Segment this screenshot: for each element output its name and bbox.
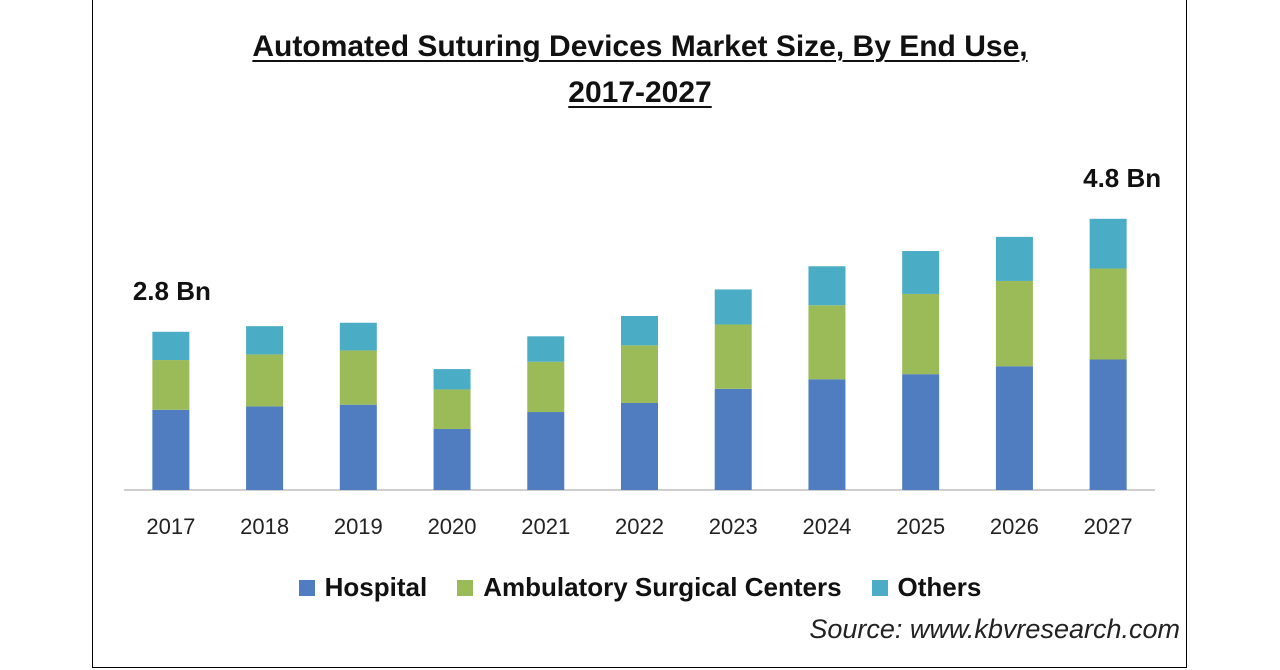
bar-2019-others [339,322,377,351]
bar-2020-others [433,369,471,390]
x-tick-label-2017: 2017 [146,514,195,539]
legend-label-others: Others [897,572,982,602]
x-tick-label-2027: 2027 [1084,514,1133,539]
bar-2017-ambulatory-surgical-centers [152,360,190,410]
x-tick-label-2020: 2020 [428,514,477,539]
data-label-2017: 2.8 Bn [133,276,211,306]
chart-frame [92,0,1187,668]
x-tick-label-2021: 2021 [521,514,570,539]
bar-2026-ambulatory-surgical-centers [995,280,1033,367]
bar-2018-others [246,326,284,355]
chart-legend: Hospital Ambulatory Surgical Centers Oth… [0,572,1280,603]
bar-2022-ambulatory-surgical-centers [621,345,658,403]
bar-2027-hospital [1089,359,1127,490]
bar-2017-hospital [152,409,190,490]
bar-2023-ambulatory-surgical-centers [714,324,752,389]
bar-2025-hospital [902,374,940,490]
bar-2019-hospital [339,404,377,490]
legend-swatch-hospital [298,579,315,596]
bar-2020-ambulatory-surgical-centers [433,389,471,429]
legend-item-others: Others [871,572,982,603]
legend-item-ambulatory: Ambulatory Surgical Centers [457,572,842,603]
bar-2026-hospital [995,366,1033,490]
bar-2018-ambulatory-surgical-centers [246,354,284,407]
bar-2025-ambulatory-surgical-centers [902,293,940,375]
bar-2026-others [995,236,1033,281]
x-tick-label-2025: 2025 [896,514,945,539]
chart-title-line2: 2017-2027 [568,76,712,109]
legend-swatch-others [871,579,888,596]
data-label-2027: 4.8 Bn [1083,163,1161,193]
bar-2024-hospital [808,379,846,490]
bar-2024-ambulatory-surgical-centers [808,305,846,380]
x-tick-label-2024: 2024 [802,514,851,539]
legend-item-hospital: Hospital [298,572,428,603]
x-tick-label-2018: 2018 [240,514,289,539]
x-tick-label-2023: 2023 [709,514,758,539]
bar-2021-ambulatory-surgical-centers [527,361,565,413]
source-note: Source: www.kbvresearch.com [809,614,1180,644]
chart-title-line1: Automated Suturing Devices Market Size, … [252,30,1028,63]
bar-2027-ambulatory-surgical-centers [1089,268,1127,360]
bar-2025-others [902,251,940,294]
bar-2019-ambulatory-surgical-centers [339,350,377,405]
bar-2018-hospital [246,406,284,490]
legend-label-hospital: Hospital [324,572,428,602]
bar-2027-others [1089,218,1127,269]
bar-2021-hospital [527,412,565,490]
bar-2022-others [621,315,658,346]
bar-2023-others [714,289,752,325]
legend-swatch-ambulatory [457,579,474,596]
bar-2023-hospital [714,388,752,490]
bar-2021-others [527,336,565,362]
x-tick-label-2026: 2026 [990,514,1039,539]
bar-2020-hospital [433,428,471,490]
bar-2017-others [152,331,190,361]
x-tick-label-2019: 2019 [334,514,383,539]
x-tick-label-2022: 2022 [615,514,664,539]
legend-label-ambulatory: Ambulatory Surgical Centers [483,572,842,602]
bar-2024-others [808,266,846,306]
bar-2022-hospital [621,402,658,490]
